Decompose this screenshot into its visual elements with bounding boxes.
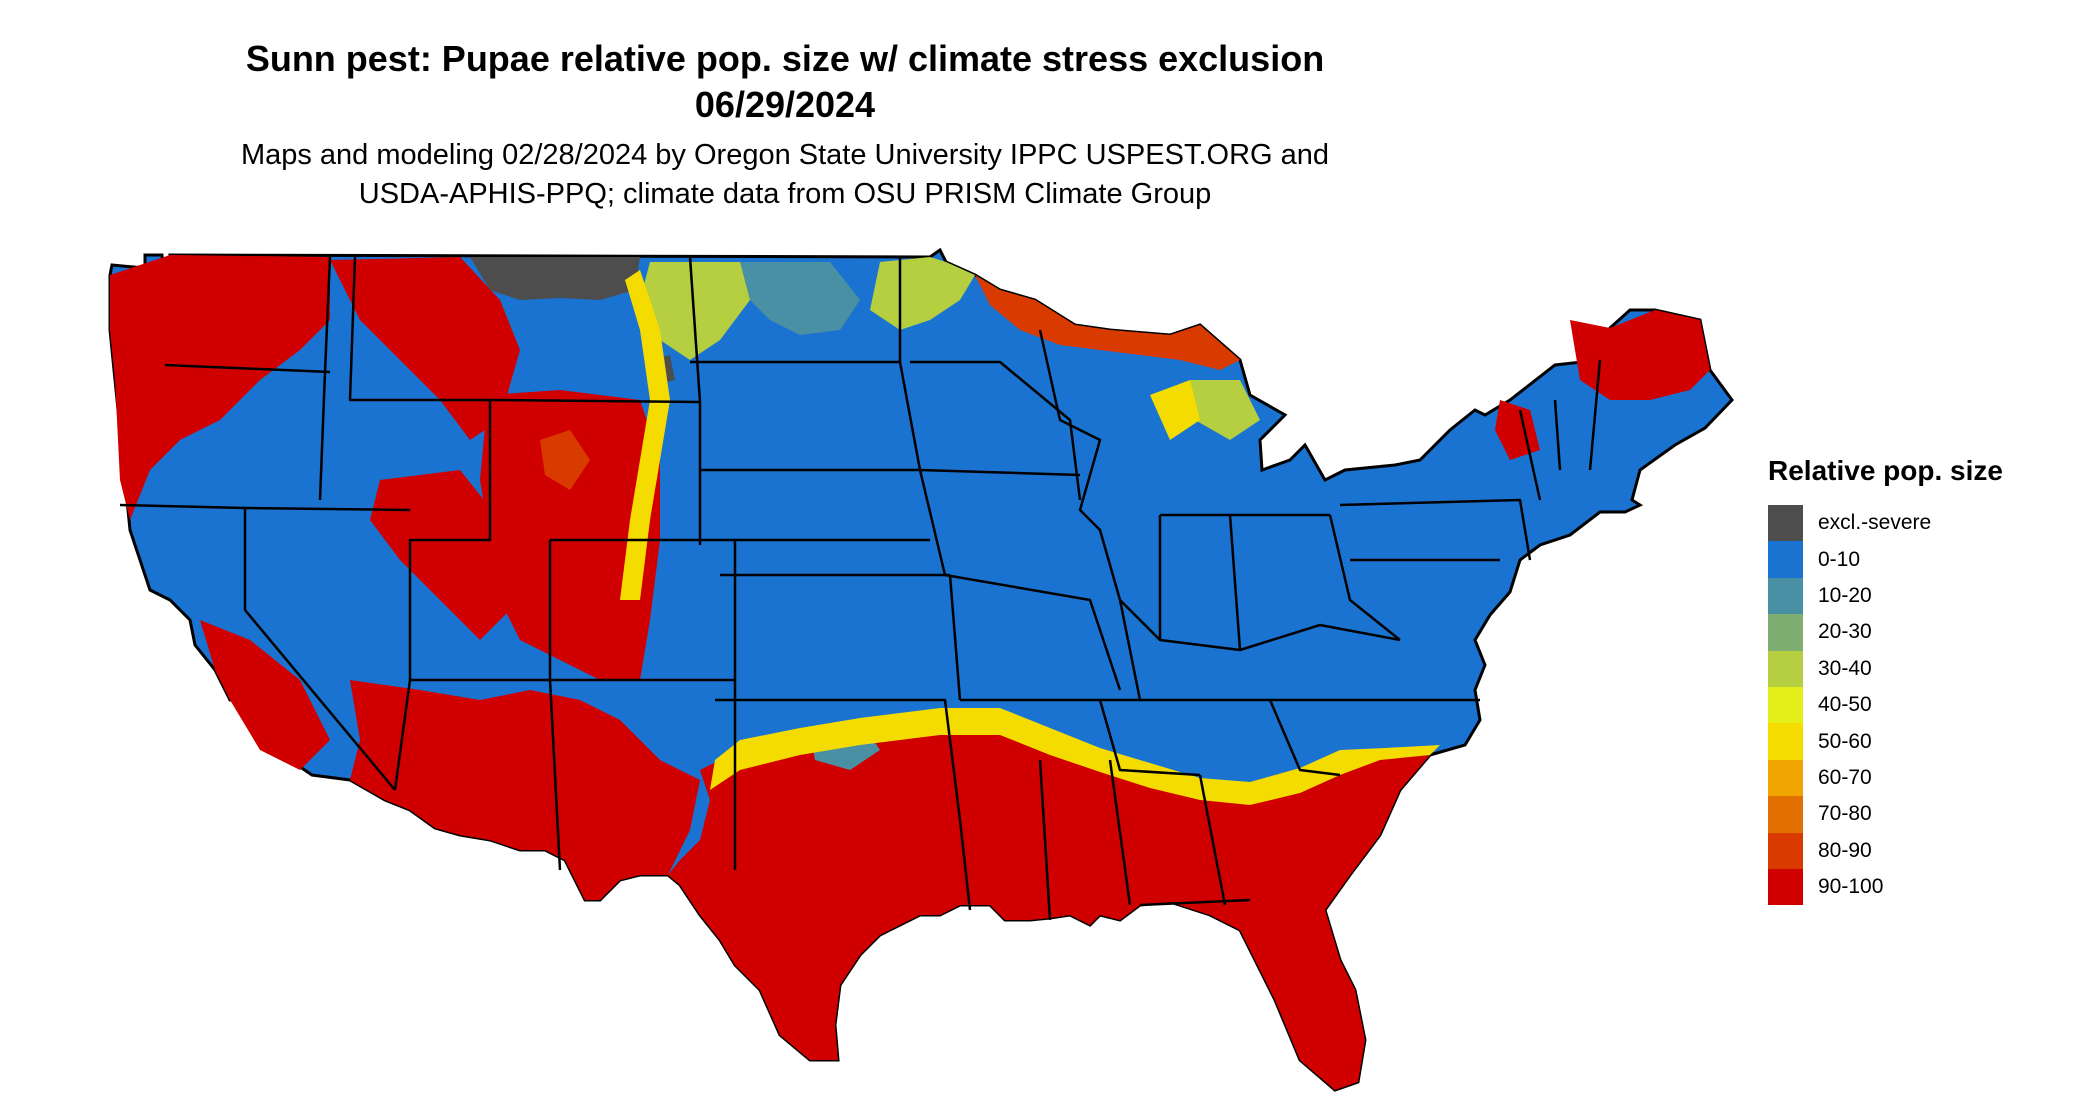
legend-label: 80-90 [1818,838,1872,862]
legend: Relative pop. size excl.-severe 0-10 10-20… [1768,455,2003,906]
zone-80-90 [540,275,1240,490]
legend-swatch [1768,796,1803,833]
state-borders [119,256,1602,921]
legend-item: 30-40 [1768,650,2003,687]
legend-title: Relative pop. size [1768,455,2003,486]
zone-30-40 [640,257,1260,440]
legend-item: 60-70 [1768,759,2003,797]
legend-item: 20-30 [1768,614,2003,651]
legend-label: 40-50 [1818,693,1872,717]
legend-swatch [1768,650,1803,687]
legend-swatch [1768,505,1803,542]
subtitle-line-1: Maps and modeling 02/28/2024 by Oregon S… [240,139,1330,171]
legend-swatch [1768,577,1803,615]
legend-label: 50-60 [1818,729,1872,753]
map-subtitle: Maps and modeling 02/28/2024 by Oregon S… [0,136,1570,214]
legend-items: excl.-severe 0-10 10-20 20-30 30-40 40-50 50-6… [1768,505,2003,906]
us-outline [108,247,1734,1092]
legend-item: excl.-severe [1768,505,2003,542]
legend-label: 90-100 [1818,875,1884,899]
zone-50-60 [620,270,1440,805]
legend-label: 70-80 [1818,802,1872,826]
legend-item: 70-80 [1768,796,2003,833]
legend-swatch [1768,723,1803,760]
legend-item: 10-20 [1768,577,2003,615]
legend-label: 10-20 [1818,583,1872,607]
legend-label: 20-30 [1818,620,1872,644]
legend-label: 0-10 [1818,547,1861,571]
title-line-1: Sunn pest: Pupae relative pop. size w/ c… [245,38,1325,79]
legend-swatch [1768,541,1803,578]
legend-swatch [1768,759,1803,797]
legend-label: excl.-severe [1818,511,1932,535]
legend-item: 90-100 [1768,868,2003,906]
legend-label: 30-40 [1818,656,1872,680]
legend-item: 50-60 [1768,723,2003,760]
legend-swatch [1768,614,1803,651]
legend-label: 60-70 [1818,765,1872,789]
title-line-2: 06/29/2024 [694,84,876,125]
legend-item: 80-90 [1768,832,2003,869]
legend-item: 0-10 [1768,541,2003,578]
zone-90-100 [110,255,1710,1090]
legend-swatch [1768,832,1803,869]
legend-swatch [1768,868,1803,906]
legend-swatch [1768,686,1803,724]
legend-item: 40-50 [1768,686,2003,724]
subtitle-line-2: USDA-APHIS-PPQ; climate data from OSU PR… [358,178,1212,210]
map-title: Sunn pest: Pupae relative pop. size w/ c… [0,36,1570,128]
